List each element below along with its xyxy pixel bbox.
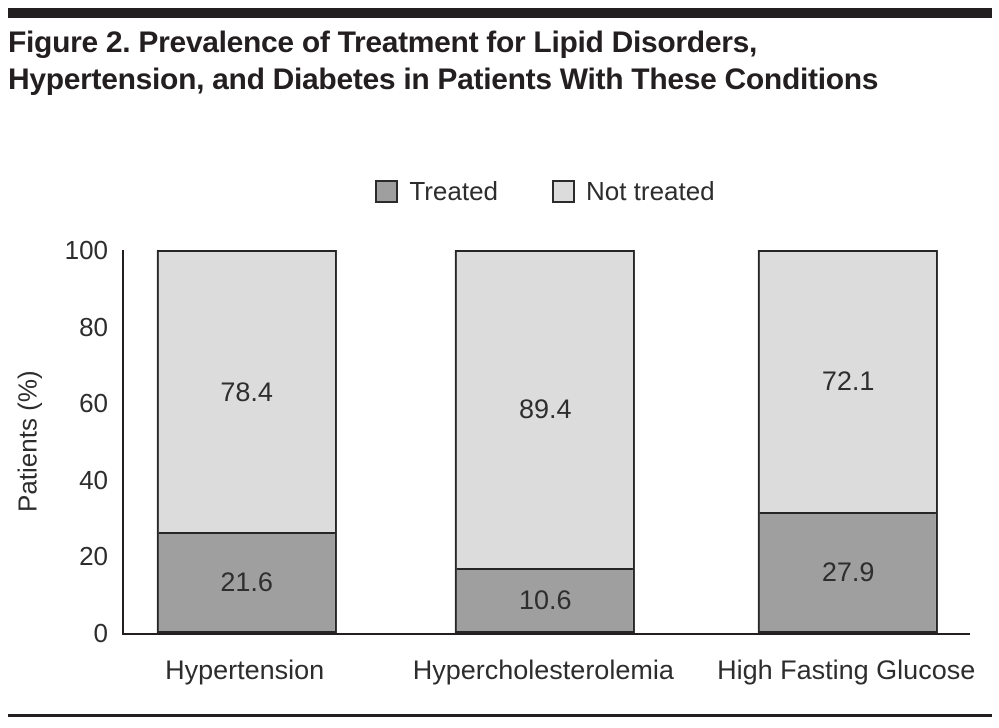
segment-treated: 21.6 xyxy=(158,532,335,631)
top-divider-rule xyxy=(8,8,992,18)
segment-treated: 27.9 xyxy=(760,511,937,631)
legend-item-treated: Treated xyxy=(375,176,498,207)
x-label-high-fasting-glucose: High Fasting Glucose xyxy=(717,655,976,685)
y-tick-60: 60 xyxy=(79,388,108,419)
x-label-hypercholesterolemia: Hypercholesterolemia xyxy=(412,655,674,685)
segment-not-treated: 78.4 xyxy=(158,252,335,533)
figure-title: Figure 2. Prevalence of Treatment for Li… xyxy=(8,26,879,96)
bar-hypertension: 78.4 21.6 xyxy=(156,250,337,633)
y-tick-40: 40 xyxy=(79,464,108,495)
value-label-not-treated: 78.4 xyxy=(220,376,273,407)
segment-not-treated: 89.4 xyxy=(457,252,634,568)
x-axis-labels: Hypertension Hypercholesterolemia High Fas… xyxy=(122,635,975,695)
value-label-treated: 27.9 xyxy=(821,556,875,587)
segment-not-treated: 72.1 xyxy=(760,252,937,512)
y-tick-80: 80 xyxy=(79,311,108,342)
y-tick-0: 0 xyxy=(93,618,108,648)
legend-swatch-treated xyxy=(375,180,399,203)
chart-legend: Treated Not treated xyxy=(122,176,968,207)
value-label-treated: 10.6 xyxy=(519,584,572,615)
value-label-treated: 21.6 xyxy=(220,567,273,598)
bar-hypercholesterolemia: 89.4 10.6 xyxy=(455,250,636,633)
legend-label-not-treated: Not treated xyxy=(586,176,715,206)
y-tick-100: 100 xyxy=(64,235,108,265)
value-label-not-treated: 89.4 xyxy=(519,394,572,425)
plot-area: 78.4 21.6 89.4 10.6 72.1 27.9 xyxy=(122,250,970,635)
legend-item-not-treated: Not treated xyxy=(552,176,715,207)
bottom-divider-rule xyxy=(8,714,992,717)
legend-label-treated: Treated xyxy=(409,176,498,206)
y-tick-20: 20 xyxy=(79,541,108,572)
legend-swatch-not-treated xyxy=(552,180,575,203)
x-label-hypertension: Hypertension xyxy=(165,655,325,685)
bar-high-fasting-glucose: 72.1 27.9 xyxy=(758,250,939,633)
y-axis-ticks: 0 20 40 60 80 100 xyxy=(0,237,108,646)
segment-treated: 10.6 xyxy=(457,567,634,631)
value-label-not-treated: 72.1 xyxy=(821,366,875,397)
